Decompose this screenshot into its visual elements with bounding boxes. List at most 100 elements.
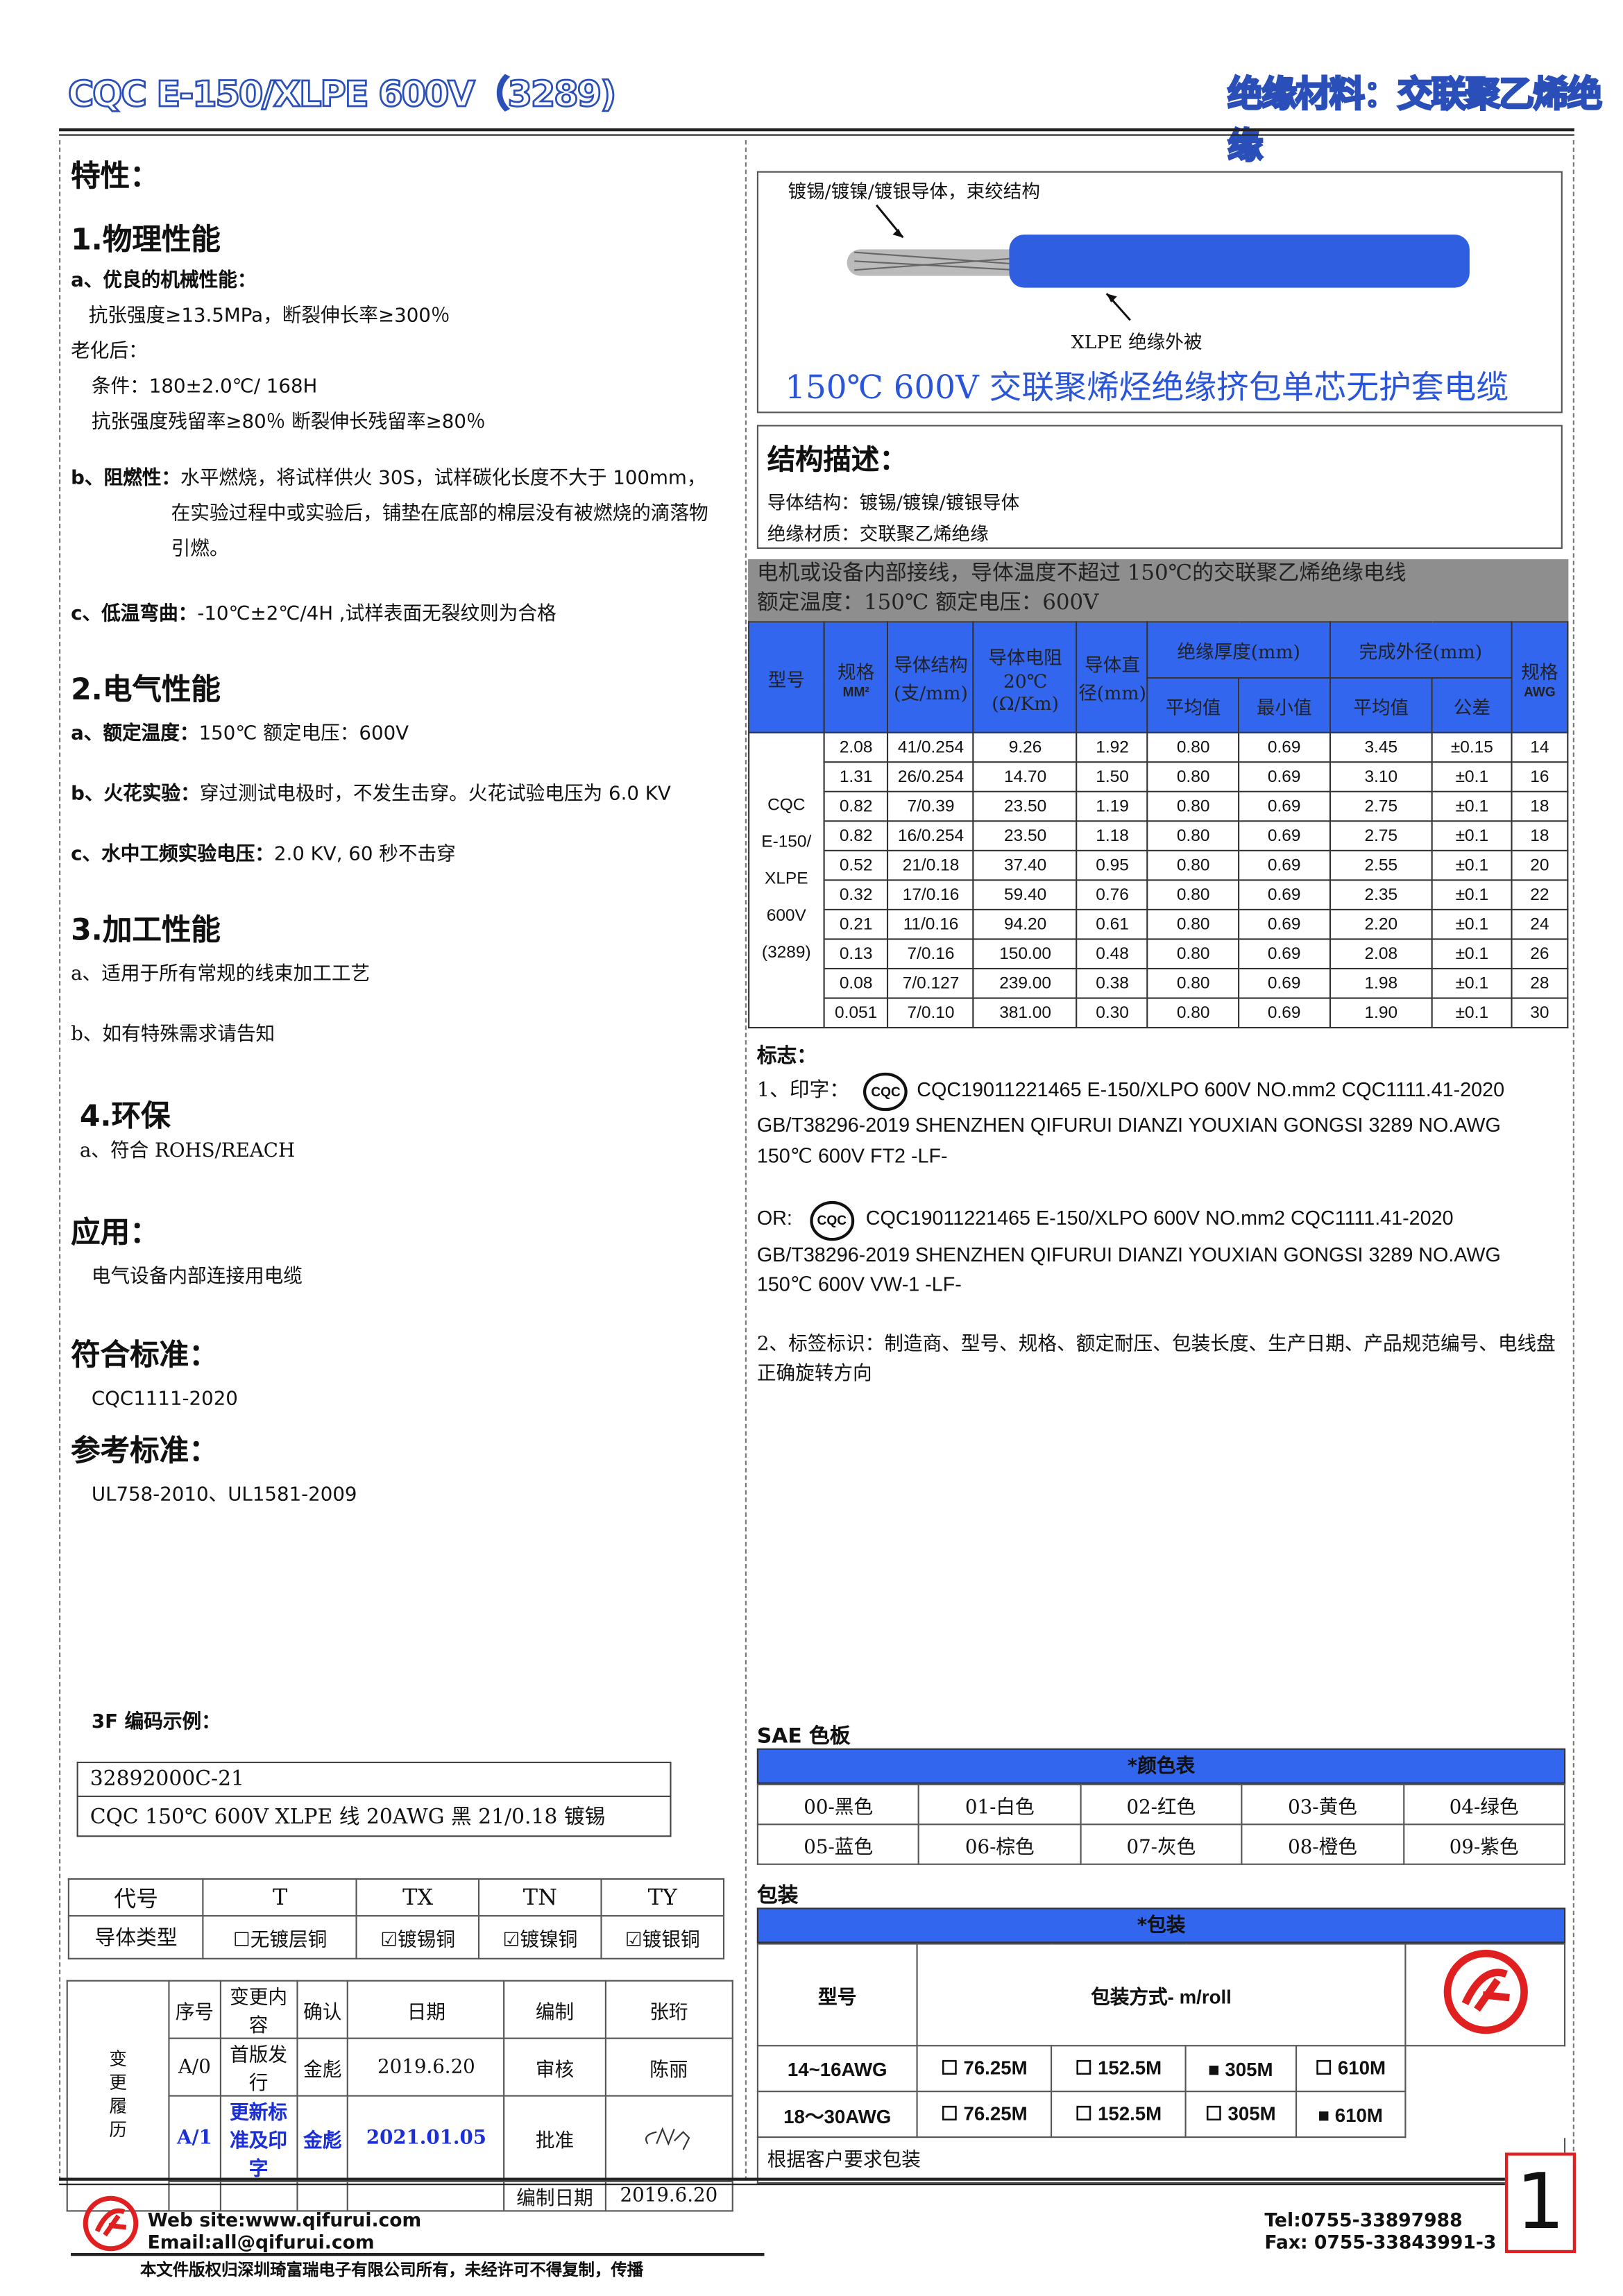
th-unit: MM² [842,683,869,699]
contact-left: Web site:www.qifurui.com Email:all@qifuru… [148,2209,422,2253]
checkbox[interactable]: ☑ [502,1929,520,1952]
table-cell: 0.38 [1076,967,1149,999]
table-cell: 0.051 [823,997,889,1029]
checkbox[interactable]: ☐ [232,1929,250,1952]
spec-table: 型号 规格 MM² 导体结构(支/mm) 导体电阻20℃(Ω/Km) 导体直径(m… [748,621,1569,1029]
cell: 编制日期 [504,2180,606,2212]
pack-option[interactable]: ☐ 76.25M [916,2045,1053,2093]
table-row: 0.82 16/0.254 23.50 1.18 0.80 0.69 2.75 ±0.1 18 [749,820,1569,851]
table-cell: 1.92 [1076,731,1149,763]
table-cell: 1.18 [1076,820,1149,851]
table-cell: 0.08 [823,967,889,999]
option-label: 305M [1227,2102,1276,2125]
table-cell: 0.69 [1238,761,1331,792]
type-ty[interactable]: ☑镀银铜 [600,1915,725,1959]
table-cell: 0.69 [1238,879,1331,910]
type-tx[interactable]: ☑镀锡铜 [355,1915,480,1959]
checkbox[interactable]: ☐ [1315,2057,1333,2080]
right-column [747,140,1574,2181]
code-description: CQC 150℃ 600V XLPE 线 20AWG 黑 21/0.18 镀锡 [76,1795,672,1837]
table-cell: 239.00 [973,967,1078,999]
section-processing: 3.加工性能 [71,912,221,948]
text: 抗张强度≥13.5MPa，断裂伸长率≥300％ [88,305,450,328]
pack-option[interactable]: ☐ 152.5M [1051,2091,1187,2138]
th: 导体电阻20℃(Ω/Km) [973,621,1078,733]
table-cell: 1.31 [823,761,889,792]
th: 包装方式- m/roll [916,1943,1407,2047]
table-cell: 94.20 [973,908,1078,940]
website-link[interactable]: Web site:www.qifurui.com [147,2209,422,2231]
checkbox[interactable]: ☐ [1075,2102,1093,2125]
code-example: 32892000C-21 [76,1761,672,1797]
pack-option[interactable]: ☐ 76.25M [916,2091,1053,2138]
pack-option[interactable]: ■ 305M [1184,2045,1297,2093]
text: 条件：180±2.0℃/ 168H [91,376,318,399]
pack-model: 14~16AWG [756,2045,918,2093]
option-label: 76.25M [963,2057,1028,2080]
table-cell: 2.55 [1329,849,1434,881]
pack-option[interactable]: ☐ 610M [1294,2045,1407,2093]
color-item: 03-黄色 [1241,1783,1404,1826]
grey-summary: 电机或设备内部接线，导体温度不超过 150℃的交联聚乙烯绝缘电线 额定温度：150… [748,559,1569,622]
label: c、水中工频实验电压： [71,844,274,867]
th: 规格 [1521,660,1558,683]
company-logo-icon [83,2195,139,2252]
table-cell: 0.61 [1076,908,1149,940]
label: b、火花实验： [71,783,200,806]
table-cell: 0.30 [1076,997,1149,1029]
table-cell: ±0.1 [1431,820,1513,851]
checkbox[interactable]: ☐ [1075,2057,1093,2080]
table-cell: 0.69 [1238,849,1331,881]
copyright: 本文件版权归深圳琦富瑞电子有限公司所有，未经许可不得复制，传播 [140,2260,644,2280]
table-cell: 0.52 [823,849,889,881]
text: CQC19011221465 E-150/XLPO 600V NO.mm2 CQ… [917,1078,1505,1100]
option-label: 76.25M [963,2102,1028,2125]
checkbox[interactable]: ■ [1318,2103,1330,2126]
table-cell: 0.69 [1238,908,1331,940]
th: 完成外径(mm) [1329,621,1513,679]
table-cell: 0.69 [1238,790,1331,822]
table-row: 0.21 11/0.16 94.20 0.61 0.80 0.69 2.20 ±0.1 24 [749,908,1569,940]
text: GB/T38296-2019 SHENZHEN QIFURUI DIANZI Y… [756,1243,1501,1266]
email-link[interactable]: Email:all@qifurui.com [147,2231,375,2254]
header: TX [355,1878,480,1917]
label: 镀锡铜 [398,1929,455,1952]
type-t[interactable]: ☐无镀层铜 [203,1915,358,1959]
pack-option[interactable]: ☐ 152.5M [1051,2045,1187,2093]
table-cell: 0.76 [1076,879,1149,910]
material-title: 绝缘材料：交联聚乙烯绝缘 [1227,73,1604,168]
table-cell: 0.80 [1147,997,1240,1029]
option-label: 152.5M [1097,2057,1162,2080]
th: 平均值 [1329,677,1434,733]
checkbox[interactable]: ☑ [624,1929,643,1952]
pack-option[interactable]: ☐ 305M [1184,2091,1297,2138]
cell: 批准 [504,2095,606,2182]
text: 在实验过程中或实验后，铺垫在底部的棉层没有被燃烧的滴落物 [171,503,708,525]
table-cell: 26/0.254 [887,761,975,792]
model-line: XLPE [765,870,808,889]
label: c、低温弯曲： [71,603,198,626]
cell: 金彪 [296,2095,349,2182]
checkbox[interactable]: ☐ [940,2102,958,2125]
cell: A/0 [168,2037,221,2097]
table-cell: 0.95 [1076,849,1149,881]
header: TN [478,1878,602,1917]
color-item: 06-棕色 [918,1823,1082,1865]
pack-option[interactable]: ■ 610M [1294,2091,1407,2138]
type-tn[interactable]: ☑镀镍铜 [478,1915,602,1959]
checkbox[interactable]: ☑ [380,1929,398,1952]
text: 电机或设备内部接线，导体温度不超过 150℃的交联聚乙烯绝缘电线 [756,562,1407,586]
table-cell: 2.08 [823,731,889,763]
checkbox[interactable]: ■ [1207,2057,1220,2080]
th-unit: AWG [1524,683,1556,699]
reference-title: 参考标准： [71,1432,219,1468]
table-cell: ±0.1 [1431,790,1513,822]
text: 穿过测试电极时，不发生击穿。火花试验电压为 6.0 KV [199,783,671,806]
cell: 日期 [347,1980,506,2039]
checkbox[interactable]: ☐ [940,2057,958,2080]
table-cell: 9.26 [973,731,1078,763]
text: -10℃±2℃/4H ,试样表面无裂纹则为合格 [197,603,556,626]
checkbox[interactable]: ☐ [1205,2102,1223,2125]
table-cell: 0.82 [823,790,889,822]
label: a、优良的机械性能： [71,270,257,293]
